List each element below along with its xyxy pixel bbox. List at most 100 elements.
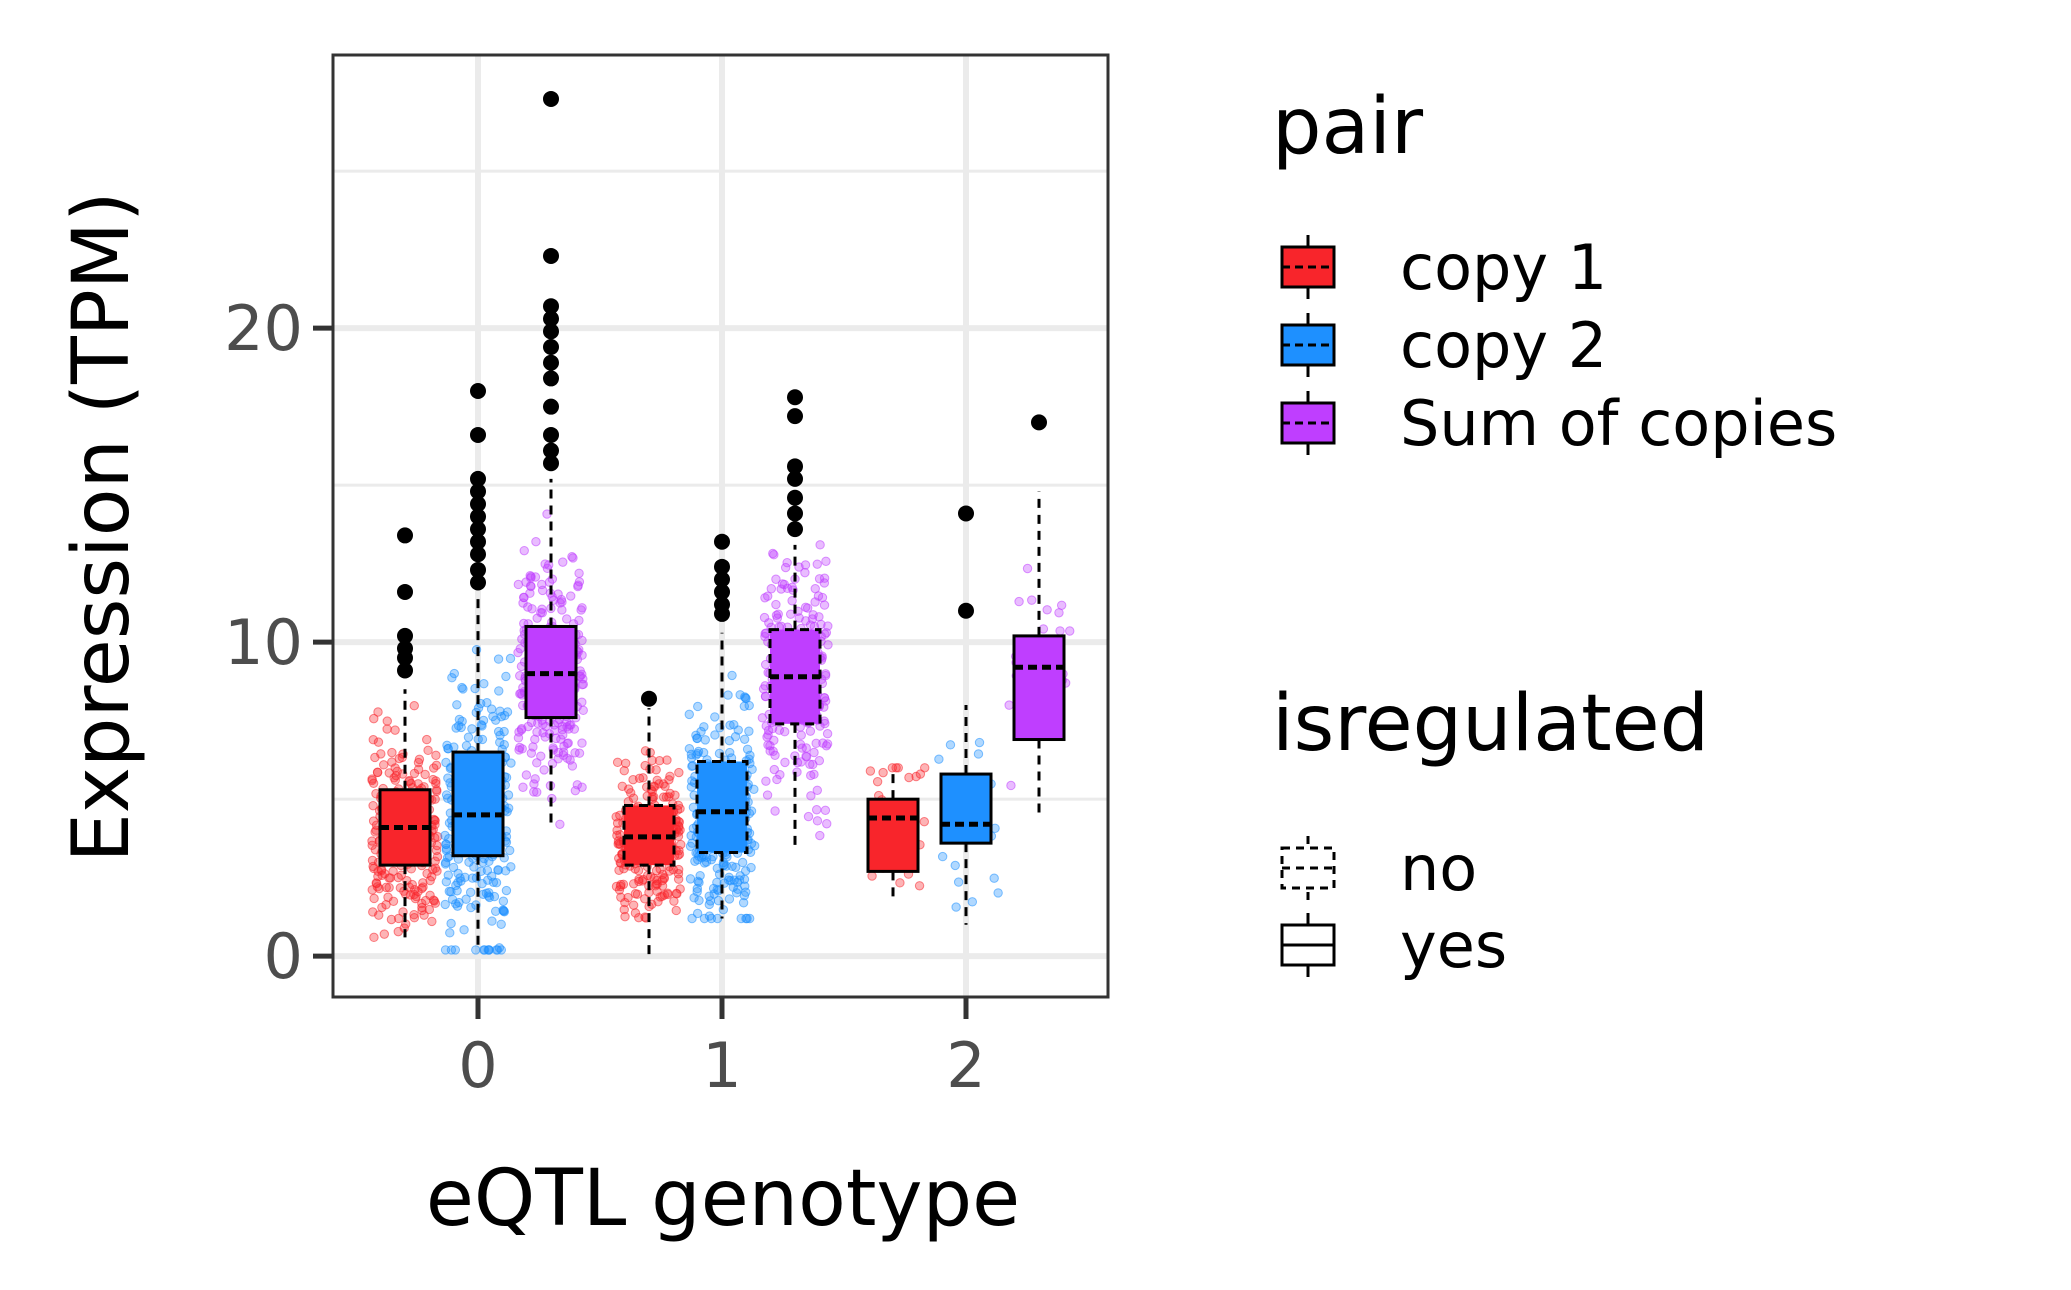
jitter-point: [519, 545, 529, 556]
jitter-point: [409, 910, 419, 920]
outlier-point: [397, 627, 413, 644]
jitter-point: [757, 713, 768, 723]
outlier-point: [714, 533, 730, 550]
outlier-point: [543, 398, 559, 415]
jitter-point: [530, 572, 541, 582]
jitter-point: [687, 913, 697, 924]
jitter-point: [823, 640, 833, 650]
legend-item-no: no: [1280, 832, 1477, 905]
jitter-point: [1055, 626, 1065, 636]
jitter-point: [712, 863, 723, 873]
jitter-point: [795, 739, 806, 749]
outlier-point: [787, 470, 803, 487]
jitter-point: [664, 775, 674, 785]
outlier-point: [470, 483, 486, 500]
legend-label: copy 1: [1400, 231, 1607, 304]
jitter-point: [432, 840, 442, 851]
jitter-point: [452, 700, 462, 710]
outlier-point: [1031, 414, 1047, 431]
jitter-point: [505, 653, 516, 664]
jitter-point: [488, 877, 499, 887]
jitter-point: [654, 756, 665, 766]
jitter-point: [724, 894, 735, 904]
jitter-point: [989, 873, 999, 883]
jitter-point: [822, 819, 832, 829]
jitter-point: [443, 793, 453, 803]
jitter-point: [1042, 605, 1052, 615]
outlier-point: [787, 458, 803, 475]
jitter-point: [704, 899, 715, 910]
jitter-point: [762, 790, 773, 800]
jitter-point: [461, 740, 472, 751]
jitter-point: [441, 877, 452, 887]
jitter-point: [654, 779, 664, 789]
jitter-point: [376, 749, 386, 759]
jitter-point: [761, 776, 771, 786]
x-tick-label: 0: [458, 1029, 497, 1102]
jitter-point: [498, 905, 508, 915]
jitter-point: [706, 854, 717, 865]
jitter-point: [692, 887, 702, 897]
jitter-point: [409, 913, 420, 923]
jitter-point: [821, 556, 831, 566]
box-sum-of-copies-genotype-0: [513, 90, 589, 829]
jitter-point: [740, 692, 750, 702]
jitter-point: [814, 574, 825, 584]
outlier-point: [470, 546, 486, 563]
jitter-point: [537, 608, 547, 618]
jitter-point: [623, 892, 633, 903]
box-iqr: [451, 750, 505, 858]
legend-item-sum-of-copies: Sum of copies: [1280, 387, 1837, 460]
jitter-point: [532, 758, 542, 768]
outlier-point: [543, 247, 559, 264]
box-sum-of-copies-genotype-2: [1004, 414, 1075, 819]
jitter-point: [424, 904, 435, 915]
jitter-point: [953, 877, 964, 887]
jitter-point: [616, 892, 626, 903]
legend-item-yes: yes: [1280, 909, 1507, 982]
jitter-point: [698, 747, 709, 758]
jitter-point: [704, 911, 715, 921]
legend-item-copy-2: copy 2: [1280, 309, 1607, 382]
jitter-point: [367, 885, 377, 895]
jitter-point: [478, 857, 488, 868]
jitter-point: [623, 784, 634, 794]
jitter-point: [665, 771, 675, 781]
outlier-point: [470, 574, 486, 591]
jitter-point: [387, 757, 397, 767]
jitter-point: [574, 615, 584, 626]
jitter-point: [815, 830, 825, 841]
jitter-point: [407, 879, 417, 890]
jitter-point: [574, 748, 585, 758]
box-copy-2-genotype-0: [440, 382, 516, 955]
jitter-point: [447, 894, 458, 905]
jitter-point: [759, 612, 770, 623]
jitter-point: [812, 559, 822, 569]
jitter-point: [471, 945, 481, 955]
jitter-point: [430, 794, 440, 804]
y-axis-title: Expression (TPM): [57, 191, 147, 862]
jitter-point: [760, 631, 770, 642]
jitter-point: [762, 732, 772, 742]
jitter-point: [387, 747, 397, 758]
jitter-point: [710, 712, 720, 722]
jitter-point: [911, 771, 921, 782]
legend-title-isregulated: isregulated: [1272, 679, 1709, 769]
jitter-point: [671, 888, 682, 899]
jitter-point: [501, 885, 512, 896]
outlier-point: [543, 442, 559, 459]
outlier-point: [470, 496, 486, 513]
jitter-point: [1027, 595, 1037, 605]
jitter-point: [499, 740, 509, 750]
legend-item-copy-1: copy 1: [1280, 231, 1607, 304]
jitter-point: [513, 579, 524, 590]
outlier-point: [470, 470, 486, 487]
jitter-point: [741, 887, 751, 897]
outlier-point: [787, 505, 803, 522]
jitter-point: [411, 891, 421, 902]
outlier-point: [470, 561, 486, 578]
jitter-point: [744, 700, 754, 711]
jitter-point: [812, 816, 823, 826]
jitter-point: [867, 871, 877, 881]
jitter-point: [744, 726, 754, 736]
